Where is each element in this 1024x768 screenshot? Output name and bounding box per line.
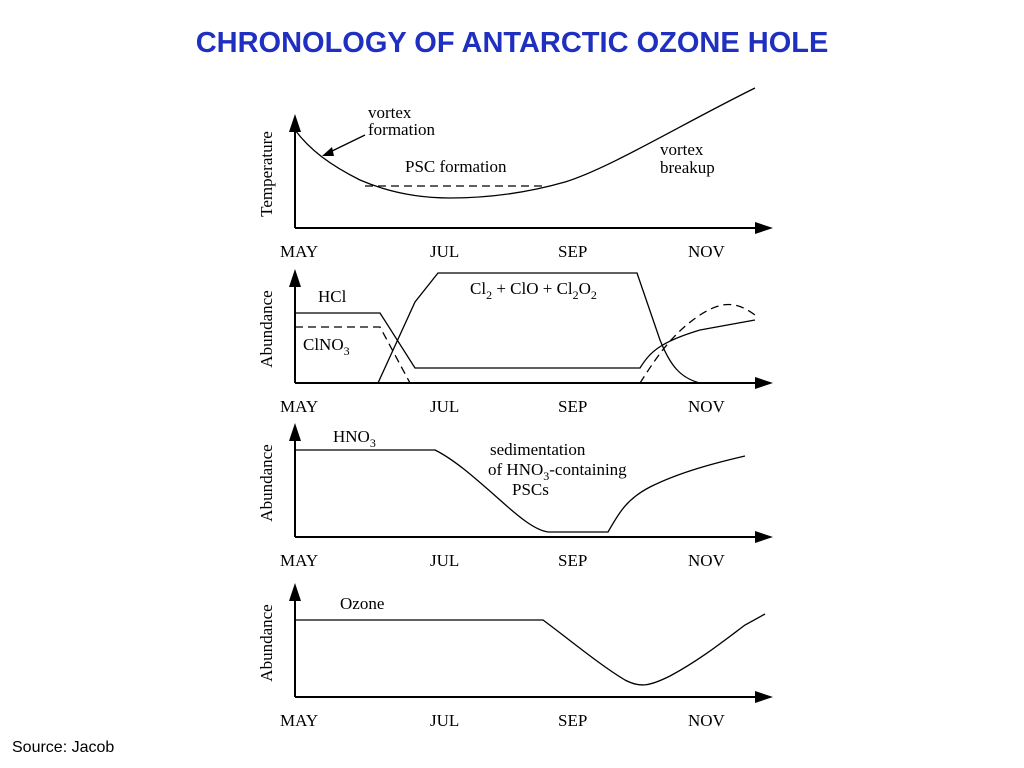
x-label: SEP [558,242,587,261]
annotation: HCl [318,287,347,306]
x-label: JUL [430,551,459,570]
curves [294,87,766,686]
x-label: NOV [688,711,726,730]
x-label: SEP [558,551,587,570]
y-label: Temperature [257,131,276,217]
annotation: of HNO3-containing [488,460,627,483]
arrow [327,134,366,154]
annotation: ClNO3 [303,335,350,358]
text-part: + ClO + Cl [492,279,573,298]
cl-curve [377,272,701,384]
y-label: Abundance [257,290,276,367]
subscript: 3 [543,469,549,483]
annotation: breakup [660,158,715,177]
text-part: HNO [333,427,370,446]
text-part: -containing [549,460,627,479]
subscript: 2 [591,288,597,302]
x-label: SEP [558,711,587,730]
source: Source: Jacob [12,739,114,756]
text-part: of HNO [488,460,543,479]
ozone-curve [295,613,766,686]
annotation: Ozone [340,594,384,613]
x-arrow [755,691,773,703]
x-label: MAY [280,397,318,416]
arrow-head [322,147,334,156]
annotation: formation [368,120,436,139]
subscript: 2 [573,288,579,302]
y-arrow [289,423,301,441]
text-part: O [579,279,591,298]
x-label: NOV [688,397,726,416]
annotation: HNO3 [333,427,376,450]
x-label: NOV [688,551,726,570]
annotation: vortex [368,103,412,122]
title: CHRONOLOGY OF ANTARCTIC OZONE HOLE [196,27,829,59]
subscript: 2 [486,288,492,302]
x-label: JUL [430,242,459,261]
hcl-curve [295,312,756,369]
y-arrow [289,269,301,287]
x-arrow [755,531,773,543]
subscript: 3 [344,344,350,358]
y-label: Abundance [257,604,276,681]
x-label: SEP [558,397,587,416]
subscript: 3 [370,436,376,450]
x-label: MAY [280,242,318,261]
y-label: Abundance [257,444,276,521]
x-label: JUL [430,711,459,730]
annotation: PSC formation [405,157,507,176]
hno3-curve [295,449,746,533]
x-label: NOV [688,242,726,261]
text-part: Cl [470,279,486,298]
x-arrow [755,377,773,389]
clno3-curve [295,303,756,384]
temperature-curve [294,87,756,199]
text-part: ClNO [303,335,344,354]
annotation: vortex [660,140,704,159]
annotation: Cl2 + ClO + Cl2O2 [470,279,597,302]
x-label: JUL [430,397,459,416]
x-arrow [755,222,773,234]
y-arrow [289,583,301,601]
x-label: MAY [280,711,318,730]
annotation: PSCs [512,480,549,499]
x-label: MAY [280,551,318,570]
annotation: sedimentation [490,440,586,459]
y-arrow [289,114,301,132]
